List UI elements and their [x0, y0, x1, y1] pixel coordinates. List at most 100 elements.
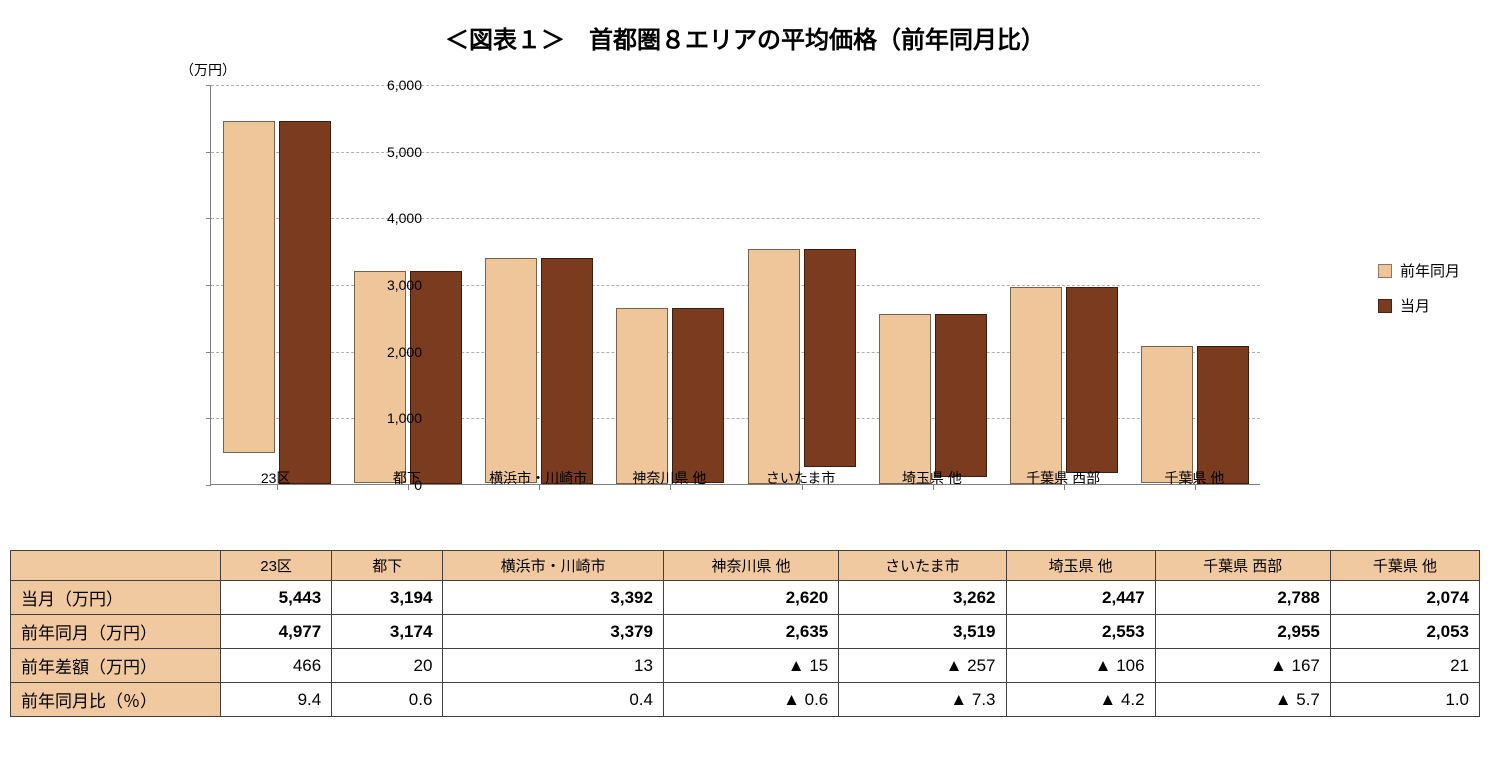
y-tick [206, 85, 211, 86]
table-row: 前年同月（万円）4,9773,1743,3792,6353,5192,5532,… [11, 615, 1480, 649]
y-tick [206, 285, 211, 286]
table-cell: ▲ 257 [839, 649, 1006, 683]
bar [935, 314, 987, 477]
bar-group [879, 314, 987, 484]
table-cell: 3,519 [839, 615, 1006, 649]
bar [1066, 287, 1118, 473]
bar-group [1010, 287, 1118, 484]
bar [354, 271, 406, 483]
table-cell: ▲ 7.3 [839, 683, 1006, 717]
y-tick-label: 1,000 [362, 410, 422, 426]
data-table: 23区都下横浜市・川崎市神奈川県 他さいたま市埼玉県 他千葉県 西部千葉県 他 … [10, 550, 1480, 717]
y-tick-label: 6,000 [362, 77, 422, 93]
y-tick [206, 352, 211, 353]
bar [748, 249, 800, 484]
y-axis-unit: （万円） [180, 60, 236, 80]
x-tick-label: 23区 [261, 468, 291, 488]
table-cell: 20 [332, 649, 443, 683]
table-cell: ▲ 15 [663, 649, 838, 683]
table-column-header: 都下 [332, 551, 443, 581]
table-row-header: 前年同月（万円） [11, 615, 221, 649]
y-tick [206, 418, 211, 419]
table-cell: ▲ 0.6 [663, 683, 838, 717]
table-row: 前年同月比（％）9.40.60.4▲ 0.6▲ 7.3▲ 4.2▲ 5.71.0 [11, 683, 1480, 717]
bar [1010, 287, 1062, 484]
table-cell: 1.0 [1330, 683, 1479, 717]
x-tick-label: 埼玉県 他 [902, 468, 962, 488]
y-tick [206, 152, 211, 153]
table-cell: ▲ 5.7 [1155, 683, 1330, 717]
table-cell: 21 [1330, 649, 1479, 683]
legend-label: 当月 [1400, 295, 1430, 316]
table-cell: 9.4 [221, 683, 332, 717]
bar [1141, 346, 1193, 483]
x-tick-label: 都下 [393, 468, 421, 488]
legend-item: 前年同月 [1378, 260, 1460, 281]
table-cell: 3,174 [332, 615, 443, 649]
table-cell: 3,392 [443, 581, 664, 615]
legend: 前年同月当月 [1378, 260, 1460, 330]
bar-group [748, 249, 856, 484]
y-tick-label: 4,000 [362, 210, 422, 226]
table-cell: ▲ 106 [1006, 649, 1155, 683]
table-row-header: 前年同月比（％） [11, 683, 221, 717]
table-cell: 2,074 [1330, 581, 1479, 615]
y-tick-label: 2,000 [362, 344, 422, 360]
x-tick-label: 千葉県 他 [1164, 468, 1224, 488]
bar [279, 121, 331, 484]
y-tick [206, 218, 211, 219]
table-column-header: 千葉県 他 [1330, 551, 1479, 581]
table-cell: 5,443 [221, 581, 332, 615]
bar-group [616, 308, 724, 484]
bar [1197, 346, 1249, 484]
table-cell: 3,262 [839, 581, 1006, 615]
bar [410, 271, 462, 484]
x-tick-label: 千葉県 西部 [1026, 468, 1100, 488]
table-cell: 0.4 [443, 683, 664, 717]
table-column-header: さいたま市 [839, 551, 1006, 581]
chart-container: （万円） 前年同月当月 01,0002,0003,0004,0005,0006,… [10, 60, 1480, 530]
bar-group [1141, 346, 1249, 484]
x-tick-label: さいたま市 [766, 468, 836, 488]
table-cell: 466 [221, 649, 332, 683]
legend-swatch [1378, 264, 1392, 278]
table-cell: 3,379 [443, 615, 664, 649]
legend-label: 前年同月 [1400, 260, 1460, 281]
table-cell: 4,977 [221, 615, 332, 649]
table-column-header: 千葉県 西部 [1155, 551, 1330, 581]
table-cell: 2,447 [1006, 581, 1155, 615]
table-cell: 0.6 [332, 683, 443, 717]
table-cell: 3,194 [332, 581, 443, 615]
table-cell: 2,553 [1006, 615, 1155, 649]
bar [879, 314, 931, 484]
table-row: 当月（万円）5,4433,1943,3922,6203,2622,4472,78… [11, 581, 1480, 615]
table-corner [11, 551, 221, 581]
y-tick-label: 5,000 [362, 144, 422, 160]
table-row: 前年差額（万円）4662013▲ 15▲ 257▲ 106▲ 16721 [11, 649, 1480, 683]
table-cell: 2,635 [663, 615, 838, 649]
bar [804, 249, 856, 466]
table-column-header: 埼玉県 他 [1006, 551, 1155, 581]
table-cell: 2,620 [663, 581, 838, 615]
table-cell: ▲ 167 [1155, 649, 1330, 683]
bar-group [354, 271, 462, 484]
y-tick [206, 485, 211, 486]
bar-group [485, 258, 593, 484]
y-tick-label: 3,000 [362, 277, 422, 293]
legend-swatch [1378, 299, 1392, 313]
table-column-header: 神奈川県 他 [663, 551, 838, 581]
table-row-header: 前年差額（万円） [11, 649, 221, 683]
table-cell: 2,053 [1330, 615, 1479, 649]
bar [672, 308, 724, 483]
bar [223, 121, 275, 453]
table-column-header: 横浜市・川崎市 [443, 551, 664, 581]
x-tick-label: 横浜市・川崎市 [489, 468, 587, 488]
table-cell: 2,955 [1155, 615, 1330, 649]
bar [485, 258, 537, 483]
x-tick-label: 神奈川県 他 [632, 468, 706, 488]
bar [616, 308, 668, 484]
table-column-header: 23区 [221, 551, 332, 581]
bar-group [223, 121, 331, 484]
legend-item: 当月 [1378, 295, 1460, 316]
chart-title: ＜図表１＞ 首都圏８エリアの平均価格（前年同月比） [10, 20, 1480, 55]
